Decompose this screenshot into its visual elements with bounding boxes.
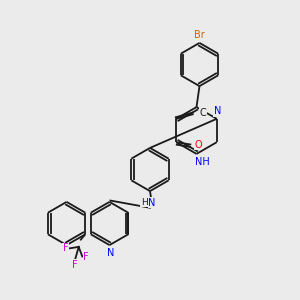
Text: C: C — [200, 108, 207, 118]
Text: H: H — [141, 198, 147, 207]
Text: Br: Br — [194, 29, 205, 40]
Text: F: F — [72, 260, 78, 270]
Text: NH: NH — [194, 157, 209, 167]
Text: F: F — [63, 243, 68, 254]
Text: N: N — [107, 248, 115, 258]
Text: F: F — [83, 251, 89, 262]
Text: N: N — [214, 106, 221, 116]
Text: N: N — [148, 197, 155, 208]
Text: O: O — [194, 140, 202, 150]
